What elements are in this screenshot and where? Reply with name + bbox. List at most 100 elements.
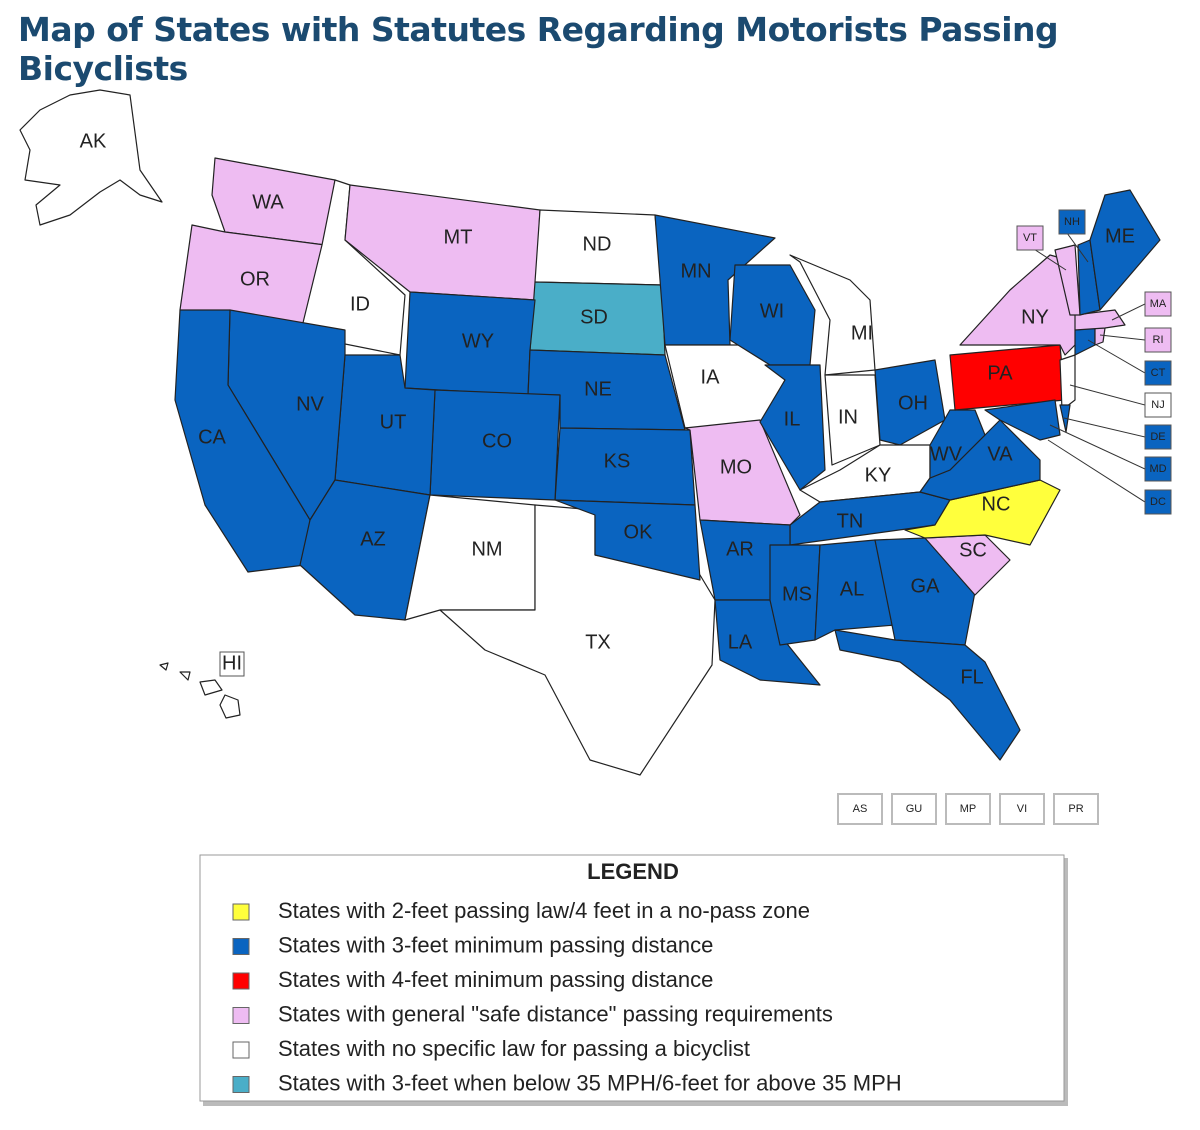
state-box [1144,456,1172,482]
state [984,399,1061,441]
legend-label: States with 4-feet minimum passing dista… [278,967,713,992]
state-label: WA [252,191,284,213]
legend-label: States with 3-feet minimum passing dista… [278,932,713,957]
state [654,214,776,346]
state-label: WI [760,300,784,322]
territory-label: GU [906,803,923,815]
state [769,544,821,646]
state-label: ME [1105,225,1135,247]
state-label: WY [462,330,494,352]
state [1074,309,1126,331]
state-box-label: MA [1150,298,1167,310]
state-label: IA [701,366,721,388]
state-label: KS [604,450,631,472]
state-label: PA [987,362,1013,384]
state-box-label: HI [222,652,242,674]
state-label: AZ [360,528,386,550]
legend-swatch [232,1041,250,1059]
state-label: OH [898,392,928,414]
territory-box [837,793,883,825]
leader-line [1069,384,1146,406]
state-label: VA [987,443,1013,465]
leader-line [1087,339,1146,374]
territory-label: AS [853,803,868,815]
state-label: KY [865,464,892,486]
state-box-label: DE [1150,431,1165,443]
territory-box [891,793,937,825]
legend-label: States with general "safe distance" pass… [278,1001,833,1026]
state [834,629,1021,761]
state-label: NC [982,493,1011,515]
legend-box [199,854,1065,1102]
state-label: MO [720,456,752,478]
state-label: SD [580,306,608,328]
state-box [1144,291,1172,317]
state-label: NY [1021,306,1049,328]
leader-line [1111,303,1146,321]
legend-label: States with 2-feet passing law/4 feet in… [278,898,810,923]
state-label: AR [726,538,754,560]
state-label: NM [471,538,502,560]
state-label: AK [80,130,107,152]
territory-label: PR [1068,803,1083,815]
state [1059,354,1076,411]
state-label: NE [584,378,612,400]
state-box-label: VT [1023,232,1037,244]
leader-line [1049,424,1146,470]
state-box [1144,392,1172,418]
state-label: AL [840,578,864,600]
state-label: LA [728,631,753,653]
state-label: MN [680,260,711,282]
legend-label: States with 3-feet when below 35 MPH/6-f… [278,1070,902,1095]
territory-box [1053,793,1099,825]
state-box-label: RI [1153,334,1164,346]
territory-label: VI [1017,803,1027,815]
leader-line [1099,334,1146,341]
state-label: NV [296,393,324,415]
state [904,479,1061,546]
state [219,694,241,719]
territory-box [945,793,991,825]
legend-title: LEGEND [587,859,679,884]
state-box [1144,360,1172,386]
leader-line [1047,439,1146,503]
state-label: CA [198,426,226,448]
state [554,499,701,581]
legend-label: States with no specific law for passing … [278,1036,750,1061]
legend-swatch [232,938,250,955]
state-label: IN [838,406,858,428]
state-label: MI [851,322,873,344]
territory-box [999,793,1045,825]
state [874,359,946,446]
state-label: SC [959,539,987,561]
state-label: MS [782,583,812,605]
state-label: CO [482,430,512,452]
state-box [1016,225,1044,251]
state-box [219,651,245,677]
leader-line [1063,417,1146,438]
legend-swatch [232,972,250,990]
state-box [1058,209,1086,235]
legend-swatch [232,1007,250,1024]
state [1089,189,1161,311]
state-label: UT [380,411,407,433]
state [19,89,163,226]
legend-swatch [232,1076,250,1093]
state [929,409,986,479]
state-label: ID [350,293,370,315]
state-label: TN [837,510,864,532]
state [874,537,976,646]
state-box-label: CT [1151,367,1166,379]
state-label: FL [960,666,983,688]
state-label: MT [444,226,473,248]
state-label: TX [585,631,611,653]
state [179,671,191,681]
state-label: GA [911,575,941,597]
state-box [1144,489,1172,515]
state-box-label: DC [1150,496,1166,508]
state [159,662,169,671]
state-box-label: NJ [1151,399,1164,411]
legend-swatch [232,903,250,921]
state-label: OR [240,268,270,290]
